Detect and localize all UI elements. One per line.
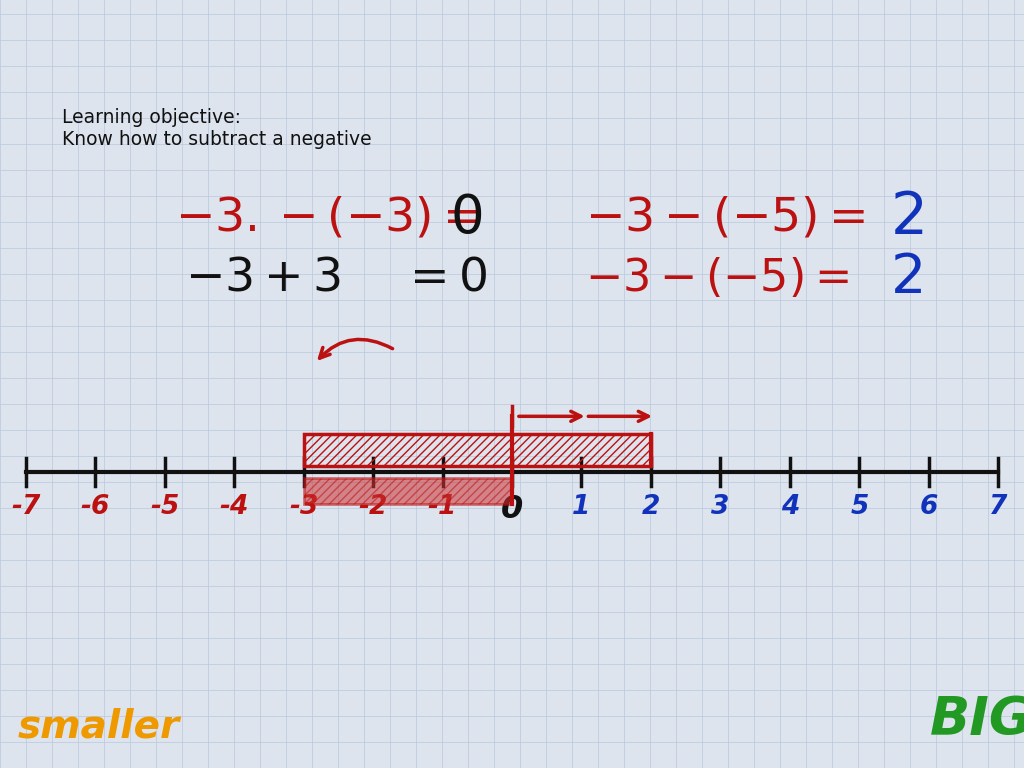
Text: $2$: $2$ bbox=[890, 190, 924, 247]
Bar bbox=[303, 478, 512, 505]
Text: -5: -5 bbox=[150, 495, 179, 521]
Text: -1: -1 bbox=[428, 495, 457, 521]
Text: 0: 0 bbox=[501, 495, 523, 525]
Text: $-3 + 3$: $-3 + 3$ bbox=[185, 256, 341, 300]
Text: 5: 5 bbox=[850, 495, 868, 521]
Text: 6: 6 bbox=[920, 495, 938, 521]
Text: $= 0$: $= 0$ bbox=[400, 256, 486, 300]
Text: $2$: $2$ bbox=[890, 251, 922, 305]
Bar bbox=[303, 435, 651, 466]
Text: -6: -6 bbox=[81, 495, 110, 521]
Text: $-3 - (-5) =$: $-3 - (-5) =$ bbox=[585, 196, 865, 240]
Text: 1: 1 bbox=[572, 495, 591, 521]
Text: $0$: $0$ bbox=[450, 192, 482, 244]
Text: smaller: smaller bbox=[18, 708, 180, 746]
Text: -7: -7 bbox=[11, 495, 40, 521]
Text: -4: -4 bbox=[219, 495, 249, 521]
Text: BIG: BIG bbox=[930, 694, 1024, 746]
Text: $-3. - (-3) =$: $-3. - (-3) =$ bbox=[175, 196, 479, 240]
Text: Know how to subtract a negative: Know how to subtract a negative bbox=[62, 130, 372, 149]
Text: -2: -2 bbox=[358, 495, 388, 521]
Text: 4: 4 bbox=[780, 495, 799, 521]
Text: -3: -3 bbox=[289, 495, 318, 521]
Text: 3: 3 bbox=[712, 495, 730, 521]
Text: 2: 2 bbox=[642, 495, 660, 521]
Text: Learning objective:: Learning objective: bbox=[62, 108, 241, 127]
Text: 7: 7 bbox=[989, 495, 1008, 521]
Text: $- 3 - (-5) =$: $- 3 - (-5) =$ bbox=[585, 256, 849, 300]
